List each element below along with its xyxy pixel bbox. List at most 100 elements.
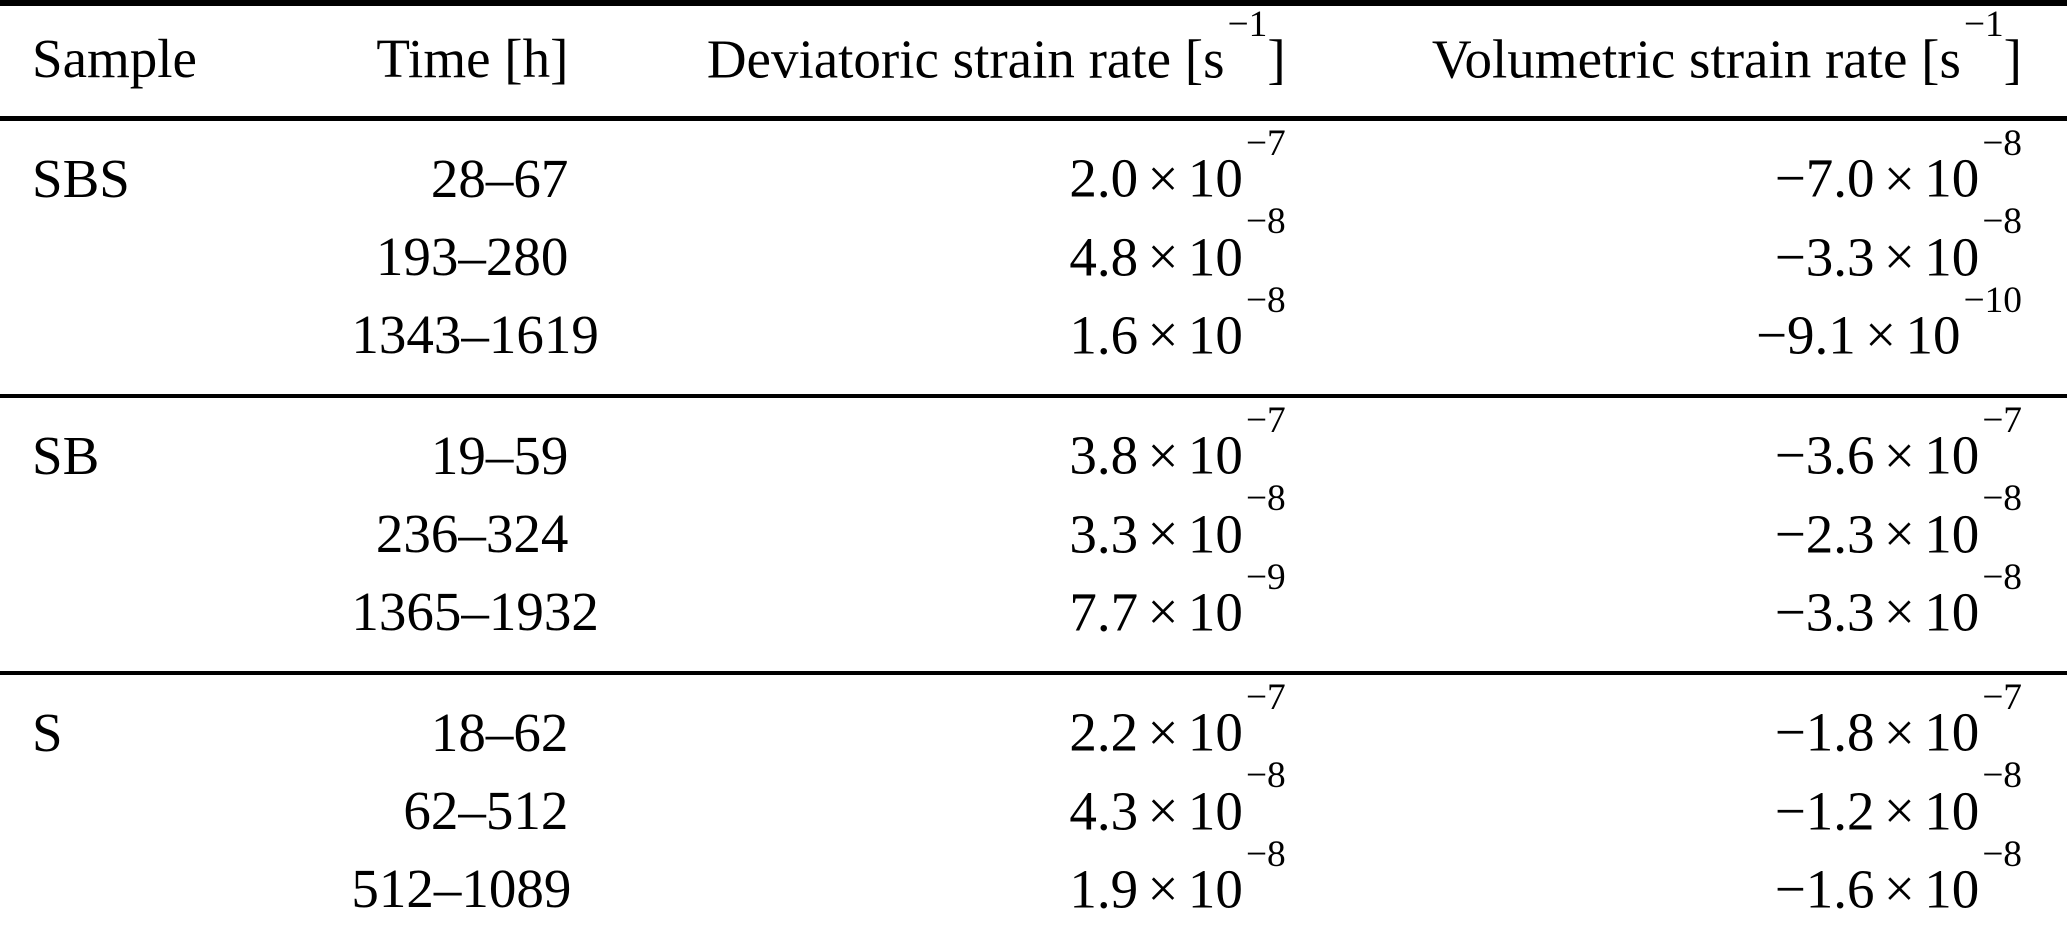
exponent: −8 [1245,279,1286,321]
times-sign: × [1883,502,1915,564]
mantissa: 2.2 [1069,701,1139,763]
base-ten: 10 [1187,701,1243,763]
mantissa: 1.9 [1069,858,1139,920]
exponent: −8 [1245,755,1286,797]
exponent: −8 [1982,833,2022,875]
table-row: 193–280 4.8 × 10−8 −3.3 × 10−8 [0,203,2067,294]
table-row: 62–512 4.3 × 10−8 −1.2 × 10−8 [0,757,2067,848]
table-row: 1343–1619 1.6 × 10−8 −9.1 × 10−10 [0,281,2067,396]
times-sign: × [1147,858,1179,920]
mantissa: −3.6 [1774,424,1875,486]
sample-cell [0,493,351,571]
sample-group-sb: SB 19–59 3.8 × 10−7 −3.6 × 10−7 236–324 3.3 ×… [0,396,2067,673]
deviatoric-rate-cell: 3.8 × 10−7 [568,396,1285,492]
times-sign: × [1147,581,1179,643]
volumetric-header-label: Volumetric strain rate [1431,28,1922,90]
exponent: −10 [1963,279,2022,321]
exponent: −8 [1982,122,2022,164]
sample-group-s: S 18–62 2.2 × 10−7 −1.8 × 10−7 62–512 4.3 × 10… [0,673,2067,936]
mantissa: −3.3 [1774,225,1875,287]
exponent: −7 [1245,122,1286,164]
deviatoric-rate-cell: 4.8 × 10−8 [568,203,1285,294]
mantissa: 4.8 [1069,225,1139,287]
exponent: −8 [1245,833,1286,875]
base-ten: 10 [1187,304,1243,366]
time-cell: 62–512 [403,779,569,841]
mantissa: −2.3 [1774,502,1875,564]
sample-cell: SB [32,424,100,486]
deviatoric-rate-cell: 1.6 × 10−8 [568,281,1285,396]
times-sign: × [1147,779,1179,841]
table-row: S 18–62 2.2 × 10−7 −1.8 × 10−7 [0,673,2067,769]
table-row: SB 19–59 3.8 × 10−7 −3.6 × 10−7 [0,396,2067,492]
deviatoric-rate-cell: 2.0 × 10−7 [568,119,1285,216]
deviatoric-rate-cell: 1.9 × 10−8 [568,835,1285,936]
volumetric-rate-cell: −7.0 × 10−8 [1286,119,2067,216]
base-ten: 10 [1905,304,1961,366]
mantissa: 1.6 [1069,304,1139,366]
time-cell: 18–62 [430,701,569,763]
base-ten: 10 [1187,502,1243,564]
base-ten: 10 [1187,225,1243,287]
base-ten: 10 [1924,147,1980,209]
table-row: 236–324 3.3 × 10−8 −2.3 × 10−8 [0,480,2067,571]
base-ten: 10 [1187,424,1243,486]
volumetric-rate-cell: −3.3 × 10−8 [1286,203,2067,294]
base-ten: 10 [1924,225,1980,287]
times-sign: × [1147,304,1179,366]
times-sign: × [1147,424,1179,486]
exponent: −8 [1245,478,1286,520]
table-header: Sample Time [h] Deviatoric strain rate [… [0,3,2067,122]
mantissa: 3.3 [1069,502,1139,564]
mantissa: −1.2 [1774,779,1875,841]
mantissa: 7.7 [1069,581,1139,643]
mantissa: 4.3 [1069,779,1139,841]
sample-cell [0,216,351,294]
base-ten: 10 [1924,701,1980,763]
sample-cell [0,294,351,396]
exponent: −8 [1982,478,2022,520]
volumetric-rate-cell: −2.3 × 10−8 [1286,480,2067,571]
volumetric-rate-cell: −1.2 × 10−8 [1286,757,2067,848]
time-cell: 1365–1932 [351,581,599,643]
time-cell: 28–67 [430,147,569,209]
deviatoric-rate-cell: 4.3 × 10−8 [568,757,1285,848]
deviatoric-rate-cell: 7.7 × 10−9 [568,558,1285,673]
volumetric-rate-cell: −1.8 × 10−7 [1286,673,2067,769]
sample-cell: S [32,701,63,763]
time-cell: 512–1089 [351,858,572,920]
times-sign: × [1147,147,1179,209]
times-sign: × [1883,858,1915,920]
time-cell: 193–280 [375,225,569,287]
times-sign: × [1883,424,1915,486]
mantissa: −1.8 [1774,701,1875,763]
times-sign: × [1883,701,1915,763]
exponent: −8 [1982,755,2022,797]
col-time-header: Time [h] [351,3,569,122]
time-cell: 1343–1619 [351,304,599,366]
col-sample-header: Sample [0,3,352,122]
volumetric-rate-cell: −9.1 × 10−10 [1286,281,2067,396]
times-sign: × [1883,581,1915,643]
deviatoric-header-label: Deviatoric strain rate [706,28,1185,90]
base-ten: 10 [1924,502,1980,564]
base-ten: 10 [1924,858,1980,920]
deviatoric-rate-cell: 3.3 × 10−8 [568,480,1285,571]
times-sign: × [1883,147,1915,209]
times-sign: × [1147,502,1179,564]
volumetric-rate-cell: −3.3 × 10−8 [1286,558,2067,673]
exponent: −9 [1245,556,1286,598]
unit-exponent: −1 [1963,3,2004,45]
times-sign: × [1147,701,1179,763]
exponent: −7 [1982,676,2022,718]
unit-exponent: −1 [1227,3,1268,45]
col-deviatoric-header: Deviatoric strain rate [s−1] [568,3,1286,122]
time-cell: 19–59 [430,424,569,486]
exponent: −7 [1982,399,2022,441]
mantissa: −9.1 [1756,304,1856,366]
exponent: −7 [1245,399,1286,441]
table-row: SBS 28–67 2.0 × 10−7 −7.0 × 10−8 [0,119,2067,216]
mantissa: −3.3 [1774,581,1875,643]
unit-open: [s [1184,28,1225,90]
